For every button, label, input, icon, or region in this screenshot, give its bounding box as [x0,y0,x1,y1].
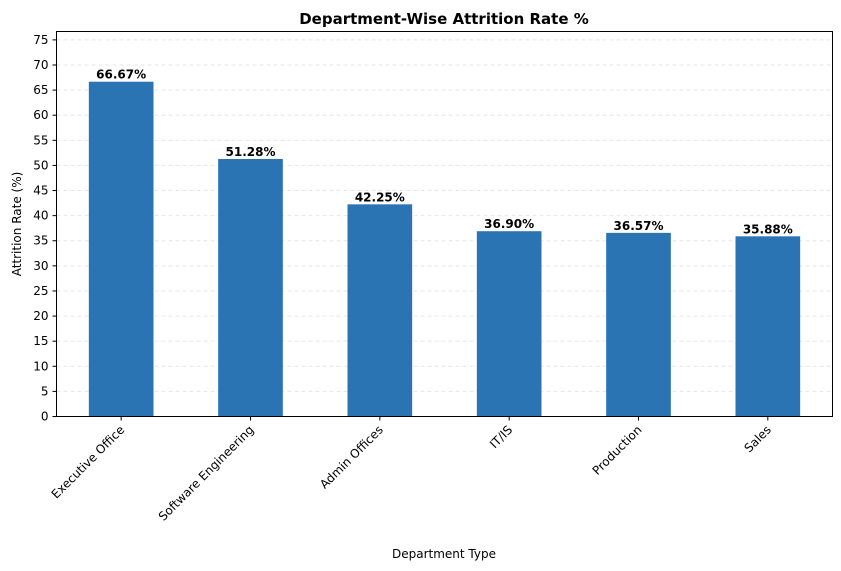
x-tick-label: Software Engineering [156,423,257,524]
x-axis-label: Department Type [392,547,496,561]
bar [606,232,671,417]
y-tick-label: 30 [33,259,48,273]
y-axis: 0 5 10 15 20 25 30 35 40 45 50 55 60 65 70 75 [33,33,57,424]
y-tick-label: 10 [33,359,48,373]
x-axis: Executive Office Software Engineering Admi… [49,416,774,524]
y-tick-label: 20 [33,309,48,323]
y-tick-label: 45 [33,184,48,198]
bar [218,158,283,417]
plot-frame [56,31,833,417]
bar [735,236,801,417]
y-tick-label: 5 [41,384,49,398]
bar [347,204,413,417]
x-tick-label: Executive Office [49,423,128,502]
y-tick-label: 60 [33,108,48,122]
y-tick-label: 0 [41,410,49,424]
y-tick-label: 25 [33,284,48,298]
bars [88,81,801,417]
y-tick-label: 70 [33,58,48,72]
chart-title: Department-Wise Attrition Rate % [299,10,589,28]
y-tick-label: 65 [33,83,48,97]
y-tick-label: 40 [33,209,48,223]
y-axis-label: Attrition Rate (%) [10,172,24,277]
y-tick-label: 75 [33,33,48,47]
data-label: 42.25% [355,190,405,204]
y-tick-label: 50 [33,158,48,172]
data-label: 35.88% [743,222,793,236]
bar [476,231,542,417]
data-label: 36.90% [484,217,534,231]
x-tick-label: Sales [741,423,773,455]
x-tick-label: Admin Offices [317,423,386,492]
x-tick-label: Production [590,423,645,478]
data-labels: 66.67% 51.28% 42.25% 36.90% 36.57% 35.88% [96,68,793,237]
data-label: 51.28% [226,145,276,159]
bar [88,81,154,417]
y-tick-label: 35 [33,234,48,248]
x-tick-label: IT/IS [487,423,515,451]
grid-lines [56,39,833,392]
y-tick-label: 15 [33,334,48,348]
data-label: 66.67% [96,68,146,82]
y-tick-label: 55 [33,133,48,147]
data-label: 36.57% [614,219,664,233]
